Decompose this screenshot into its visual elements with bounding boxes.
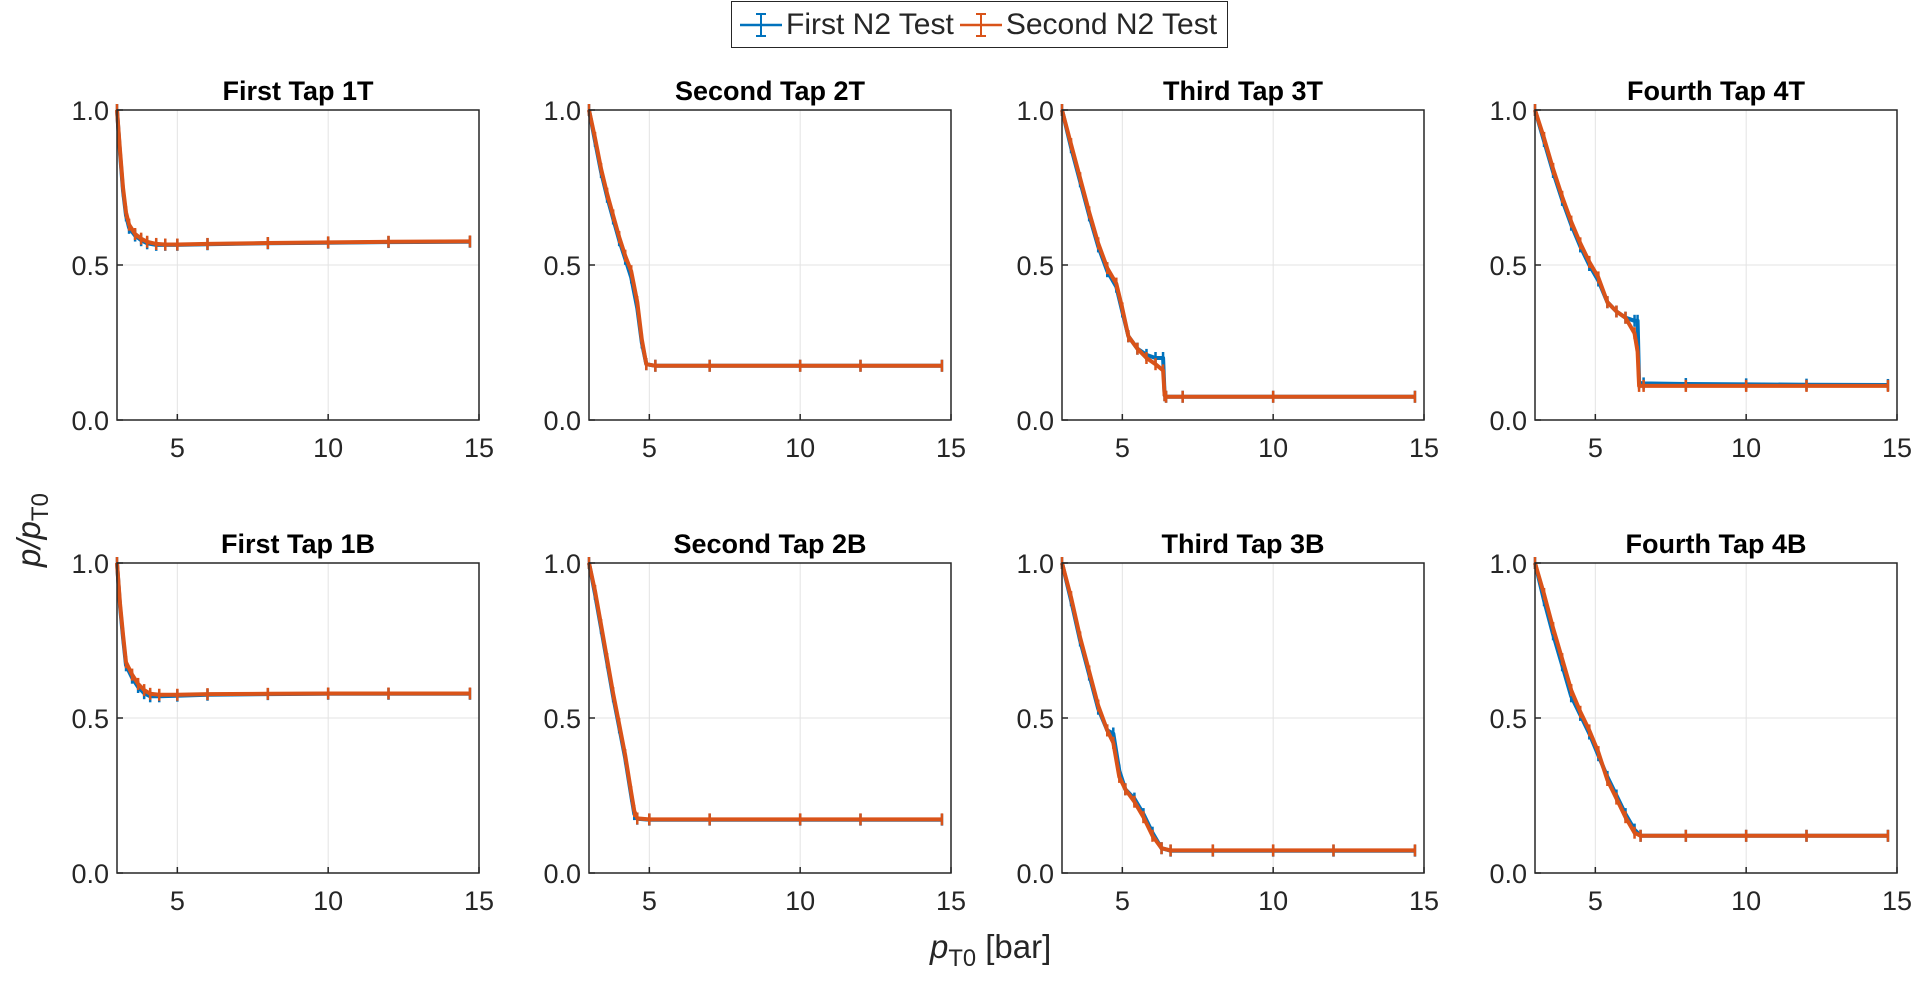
x-tick-label: 10 <box>785 433 815 463</box>
x-tick-label: 10 <box>1258 433 1288 463</box>
y-tick-label: 1.0 <box>1489 96 1527 126</box>
legend-label-first-test: First N2 Test <box>786 7 954 41</box>
panel-fourth-tap-4b: 5 10 15 0.0 0.5 1.0 Fourth Tap 4B <box>1489 529 1912 916</box>
x-tick-label: 5 <box>170 433 185 463</box>
panel-fourth-tap-4t: 5 10 15 0.0 0.5 1.0 Fourth Tap 4T <box>1489 76 1912 463</box>
y-tick-label: 0.0 <box>1016 859 1054 889</box>
legend-item-first-test: First N2 Test <box>736 8 954 42</box>
y-tick-label: 1.0 <box>71 549 109 579</box>
x-tick-label: 15 <box>1409 433 1439 463</box>
panel-title: First Tap 1T <box>222 76 374 106</box>
series-second-n2-test-line <box>1060 109 1415 399</box>
x-tick-label: 5 <box>642 886 657 916</box>
legend: First N2 Test Second N2 Test <box>731 1 1229 48</box>
x-axis-label-main: p <box>930 928 949 965</box>
x-tick-label: 5 <box>1588 886 1603 916</box>
panel-title: Fourth Tap 4T <box>1627 76 1805 106</box>
y-tick-label: 0.5 <box>71 704 109 734</box>
y-tick-label: 0.5 <box>543 251 581 281</box>
y-tick-label: 1.0 <box>543 549 581 579</box>
y-tick-label: 0.0 <box>71 859 109 889</box>
panel-third-tap-3t: 5 10 15 0.0 0.5 1.0 Third Tap 3T <box>1016 76 1439 463</box>
y-tick-label: 0.5 <box>1016 251 1054 281</box>
y-tick-label: 0.5 <box>71 251 109 281</box>
y-tick-label: 1.0 <box>1489 549 1527 579</box>
panel-second-tap-2t: 5 10 15 0.0 0.5 1.0 Second Tap 2T <box>543 76 966 463</box>
y-tick-label: 1.0 <box>1016 96 1054 126</box>
y-tick-label: 0.5 <box>1016 704 1054 734</box>
series-second-n2-test-line <box>115 109 470 247</box>
svg-text:p/pT0: p/pT0 <box>10 493 54 568</box>
x-tick-label: 15 <box>936 433 966 463</box>
x-tick-label: 15 <box>936 886 966 916</box>
x-tick-label: 15 <box>1882 886 1912 916</box>
y-axis-label-sub: T0 <box>27 493 54 521</box>
x-tick-label: 10 <box>785 886 815 916</box>
y-tick-label: 1.0 <box>543 96 581 126</box>
x-tick-label: 15 <box>1882 433 1912 463</box>
y-tick-label: 0.5 <box>1489 251 1527 281</box>
x-tick-label: 10 <box>313 886 343 916</box>
y-tick-label: 0.0 <box>543 406 581 436</box>
series-second-n2-test <box>115 104 472 251</box>
panel-third-tap-3b: 5 10 15 0.0 0.5 1.0 Third Tap 3B <box>1016 529 1439 916</box>
y-tick-label: 1.0 <box>71 96 109 126</box>
series-second-n2-test <box>1533 104 1890 392</box>
legend-swatch-first-test <box>740 12 782 37</box>
x-tick-label: 5 <box>642 433 657 463</box>
x-tick-label: 5 <box>1115 433 1130 463</box>
x-tick-label: 10 <box>1731 433 1761 463</box>
series-second-n2-test-line <box>587 109 942 368</box>
x-tick-label: 5 <box>1588 433 1603 463</box>
panel-first-tap-1b: 5 10 15 0.0 0.5 1.0 First Tap 1B <box>71 529 494 916</box>
x-tick-label: 10 <box>1731 886 1761 916</box>
y-axis-label-main: p/p <box>10 521 47 568</box>
panel-first-tap-1t: 5 10 15 0.0 0.5 1.0 First Tap 1T <box>71 76 494 463</box>
y-tick-label: 0.0 <box>1489 406 1527 436</box>
y-axis-label: p/pT0 <box>10 493 54 568</box>
panel-title: Second Tap 2T <box>675 76 866 106</box>
x-tick-label: 5 <box>170 886 185 916</box>
panel-second-tap-2b: 5 10 15 0.0 0.5 1.0 Second Tap 2B <box>543 529 966 916</box>
series-second-n2-test <box>587 557 944 826</box>
y-tick-label: 1.0 <box>1016 549 1054 579</box>
legend-label-second-test: Second N2 Test <box>1005 7 1218 41</box>
y-tick-label: 0.0 <box>1489 859 1527 889</box>
x-axis-label: pT0 [bar] <box>930 928 1052 972</box>
x-tick-label: 10 <box>1258 886 1288 916</box>
x-axis-label-unit: [bar] <box>976 928 1052 965</box>
x-tick-label: 10 <box>313 433 343 463</box>
y-tick-label: 0.0 <box>1016 406 1054 436</box>
series-second-n2-test <box>115 557 472 701</box>
legend-swatch-second-test <box>959 12 1002 37</box>
x-tick-label: 15 <box>1409 886 1439 916</box>
panel-title: First Tap 1B <box>221 529 375 559</box>
panel-title: Third Tap 3B <box>1161 529 1324 559</box>
y-tick-label: 0.0 <box>543 859 581 889</box>
panel-title: Fourth Tap 4B <box>1626 529 1807 559</box>
series-second-n2-test-line <box>1060 562 1415 853</box>
panel-title: Third Tap 3T <box>1163 76 1324 106</box>
y-tick-label: 0.5 <box>1489 704 1527 734</box>
series-second-n2-test <box>587 104 944 372</box>
y-tick-label: 0.0 <box>71 406 109 436</box>
series-second-n2-test <box>1060 104 1417 403</box>
panel-title: Second Tap 2B <box>673 529 866 559</box>
x-tick-label: 5 <box>1115 886 1130 916</box>
x-tick-label: 15 <box>464 433 494 463</box>
y-tick-label: 0.5 <box>543 704 581 734</box>
legend-item-second-test: Second N2 Test <box>956 8 1217 42</box>
x-tick-label: 15 <box>464 886 494 916</box>
x-axis-label-sub: T0 <box>948 945 977 973</box>
series-second-n2-test <box>1533 557 1890 842</box>
